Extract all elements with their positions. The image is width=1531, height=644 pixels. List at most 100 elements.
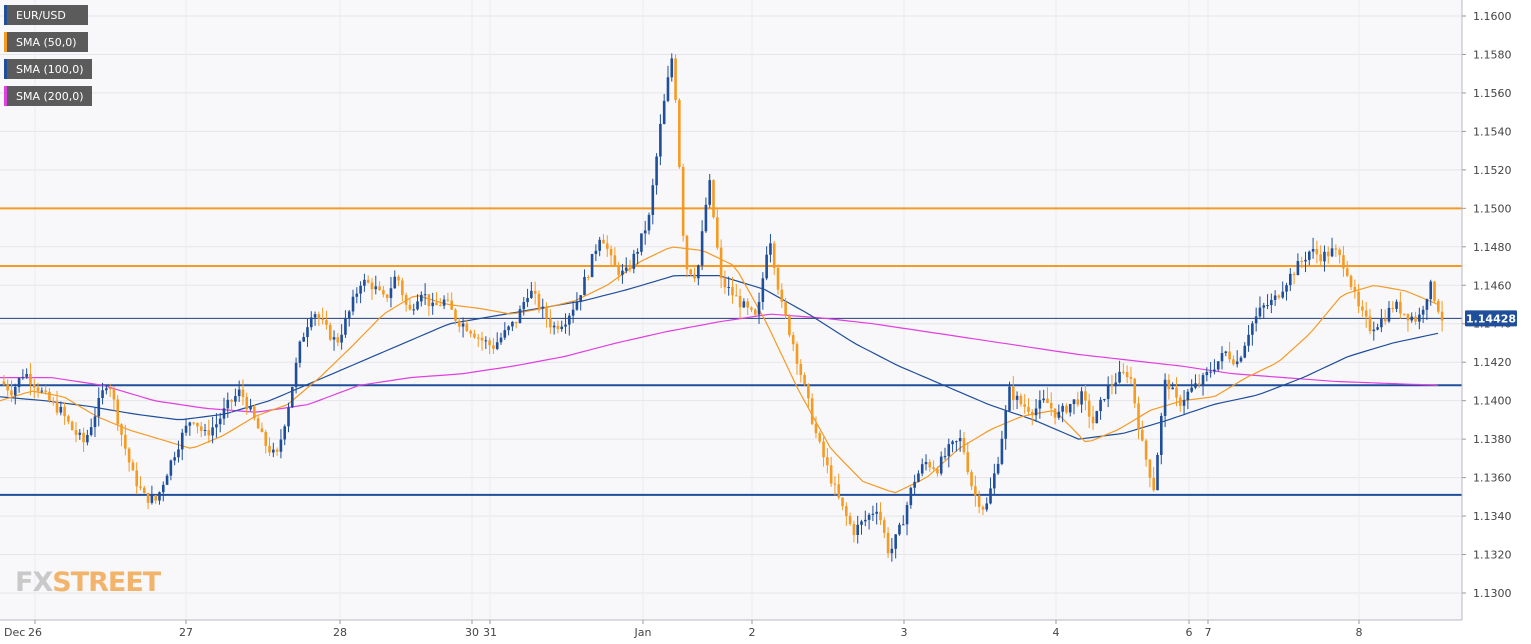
- candle-body: [237, 389, 241, 397]
- candle-body: [776, 267, 780, 290]
- candle-body: [1011, 386, 1015, 400]
- candle: [731, 276, 734, 304]
- candle: [173, 451, 176, 466]
- candle-body: [1103, 399, 1106, 401]
- candle-body: [6, 384, 9, 391]
- candle-body: [1178, 397, 1182, 406]
- candle-body: [59, 406, 63, 413]
- legend-swatch: [4, 86, 7, 106]
- candle: [408, 299, 412, 311]
- legend-item-sma200[interactable]: SMA (200,0): [4, 86, 92, 106]
- candle-body: [1251, 323, 1254, 335]
- candle: [989, 477, 992, 505]
- candle-body: [1091, 416, 1095, 424]
- y-tick-label: 1.1540: [1473, 125, 1512, 138]
- candle: [6, 379, 9, 397]
- candle: [530, 282, 533, 299]
- candle: [131, 459, 135, 471]
- candle: [1357, 284, 1360, 314]
- candle: [875, 502, 878, 525]
- y-tick-label: 1.1320: [1473, 549, 1512, 562]
- candle: [1425, 298, 1429, 320]
- candle-body: [522, 302, 526, 310]
- candle: [1376, 323, 1379, 331]
- candle-body: [1197, 383, 1201, 385]
- candle: [1110, 374, 1114, 395]
- candle: [1387, 301, 1391, 323]
- candle-body: [1402, 313, 1406, 315]
- candle-body: [712, 180, 715, 218]
- candle-body: [272, 449, 275, 453]
- candle-body: [1182, 400, 1186, 406]
- candle-body: [894, 534, 897, 549]
- candle: [476, 333, 480, 348]
- candle-body: [723, 278, 727, 288]
- candle: [871, 505, 875, 522]
- legend-item-eurusd[interactable]: EUR/USD: [4, 5, 88, 25]
- candle-body: [845, 506, 848, 517]
- candle-body: [131, 462, 135, 471]
- x-tick-label: 28: [333, 626, 347, 639]
- x-tick-label: 4: [1053, 626, 1060, 639]
- candle-body: [32, 384, 36, 388]
- candle: [662, 94, 666, 125]
- candle-body: [624, 267, 628, 271]
- candle-body: [495, 342, 499, 349]
- candle-body: [1205, 371, 1209, 376]
- candle-body: [260, 428, 264, 433]
- candle-body: [530, 290, 533, 298]
- candle: [605, 235, 609, 257]
- legend-label: EUR/USD: [16, 8, 66, 22]
- candle-body: [605, 243, 609, 249]
- candle: [750, 306, 753, 313]
- candle: [848, 512, 852, 526]
- candle: [757, 292, 761, 324]
- candle: [1084, 385, 1087, 411]
- candle: [666, 65, 670, 103]
- candle-body: [750, 307, 753, 310]
- candle-body: [306, 327, 309, 338]
- candle-body: [1433, 281, 1436, 301]
- candle-body: [1129, 377, 1133, 379]
- candle-body: [860, 521, 863, 525]
- candle: [169, 459, 173, 481]
- candle-body: [818, 433, 822, 442]
- candle: [332, 330, 336, 351]
- candle: [260, 422, 264, 433]
- candle-body: [746, 301, 749, 308]
- candle: [693, 267, 696, 283]
- candle: [325, 310, 328, 330]
- candle: [1057, 404, 1061, 420]
- candle: [431, 292, 435, 315]
- candle: [655, 153, 658, 195]
- candle-body: [120, 424, 123, 435]
- candle: [670, 53, 674, 82]
- candle: [1099, 396, 1102, 420]
- candle: [1049, 392, 1053, 417]
- candle-body: [1190, 387, 1193, 392]
- candle: [290, 386, 294, 409]
- candle-body: [1061, 405, 1064, 412]
- candle-body: [67, 416, 70, 422]
- candle: [465, 319, 469, 333]
- candle-body: [25, 373, 28, 377]
- candle-body: [928, 462, 932, 468]
- candle: [833, 476, 837, 496]
- x-tick-label: 27: [179, 626, 193, 639]
- legend-item-sma50[interactable]: SMA (50,0): [4, 32, 88, 52]
- candle-body: [875, 511, 878, 514]
- candle: [537, 290, 541, 313]
- candle-body: [234, 396, 237, 402]
- candle: [1323, 245, 1326, 272]
- candle-body: [708, 180, 712, 205]
- legend-item-sma100[interactable]: SMA (100,0): [4, 59, 92, 79]
- candle: [336, 333, 340, 347]
- candle: [1235, 350, 1239, 368]
- candle: [894, 533, 897, 559]
- candle-body: [955, 441, 958, 443]
- candle: [1319, 245, 1322, 267]
- candle: [1000, 430, 1004, 466]
- x-tick-label: 6: [1186, 626, 1193, 639]
- candle-body: [1361, 306, 1364, 311]
